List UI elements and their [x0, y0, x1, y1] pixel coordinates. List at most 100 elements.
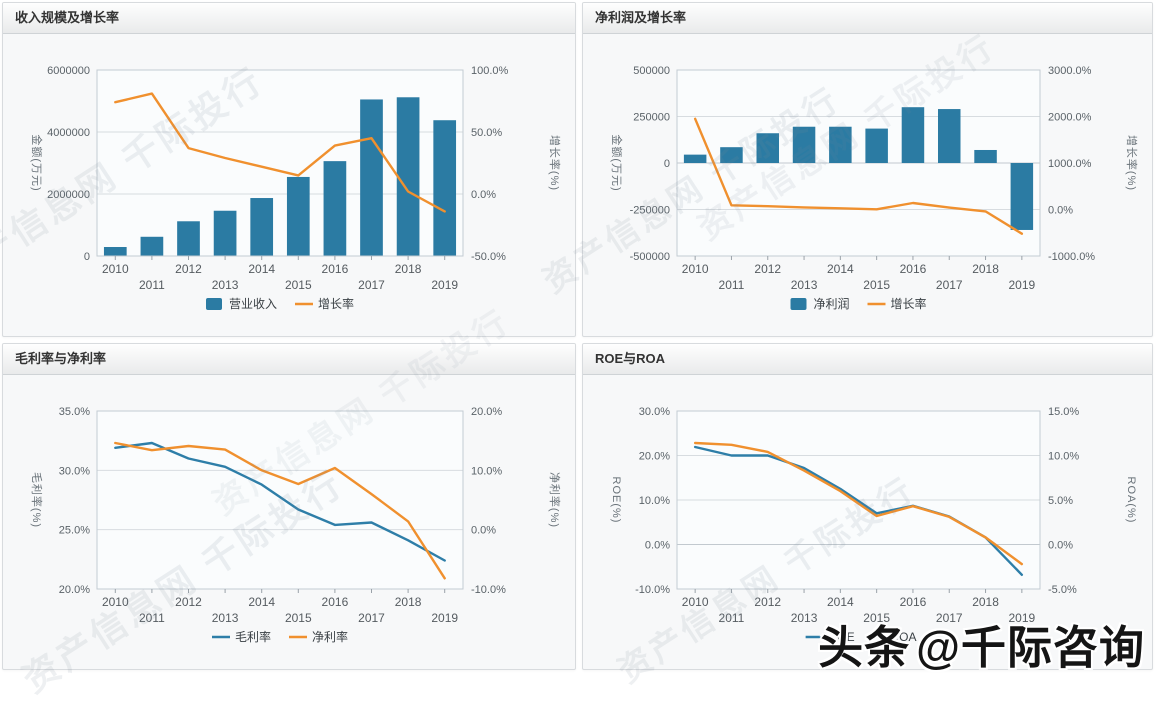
svg-text:250000: 250000: [633, 112, 670, 124]
svg-text:0.0%: 0.0%: [1048, 205, 1073, 217]
chart-canvas-roe-roa: -10.0% 0.0% 10.0% 20.0% 30.0% -5.0% 0.0% 5.0% 10…: [583, 375, 1152, 669]
svg-text:0.0%: 0.0%: [471, 525, 496, 537]
svg-text:2019: 2019: [431, 611, 458, 625]
svg-text:-500000: -500000: [630, 251, 670, 263]
svg-text:2011: 2011: [139, 278, 165, 292]
svg-text:营业收入: 营业收入: [229, 297, 277, 311]
left-axis: -10.0% 0.0% 10.0% 20.0% 30.0%: [635, 406, 670, 596]
left-axis-title: 毛利率(%): [30, 472, 44, 528]
svg-text:-5.0%: -5.0%: [1048, 584, 1077, 596]
svg-text:2010: 2010: [102, 595, 129, 609]
svg-text:2012: 2012: [175, 262, 202, 276]
svg-text:2017: 2017: [358, 278, 385, 292]
svg-text:2010: 2010: [682, 595, 709, 609]
svg-text:50.0%: 50.0%: [471, 127, 502, 139]
svg-text:2013: 2013: [212, 278, 239, 292]
svg-text:2019: 2019: [431, 278, 458, 292]
series-增长率: [114, 92, 446, 213]
svg-text:2016: 2016: [900, 595, 927, 609]
svg-text:-1000.0%: -1000.0%: [1048, 251, 1095, 263]
gridlines: [97, 469, 463, 531]
legend-item-毛利率[interactable]: 毛利率: [212, 629, 271, 644]
brand-prefix: 头条: [818, 622, 911, 673]
series-ROA: [693, 441, 1024, 566]
svg-text:10.0%: 10.0%: [471, 465, 502, 477]
svg-text:25.0%: 25.0%: [59, 525, 90, 537]
chart-canvas-margins: 20.0% 25.0% 30.0% 35.0% -10.0% 0.0% 10.0% 20.0%…: [3, 375, 575, 669]
chart-svg: -10.0% 0.0% 10.0% 20.0% 30.0% -5.0% 0.0% 5.0% 10…: [610, 406, 1137, 644]
svg-text:2016: 2016: [322, 262, 349, 276]
x-axis: 2010 2011 2012 2013 2014 2015 2016 2017 2018 2019: [682, 589, 1036, 625]
left-axis-title: ROE(%): [610, 477, 622, 524]
left-axis-title: 金额(万元): [30, 134, 44, 191]
series-营业收入: [103, 97, 457, 256]
svg-text:2011: 2011: [719, 278, 745, 292]
svg-text:3000.0%: 3000.0%: [1048, 65, 1092, 77]
svg-text:ROE: ROE: [829, 630, 855, 644]
legend: 毛利率 净利率: [212, 629, 348, 644]
panel-roe-roa: ROE与ROA -10.0% 0.0% 10.0% 20.0% 30.0% -5.0% 0.…: [582, 343, 1153, 670]
svg-text:2015: 2015: [863, 611, 890, 625]
legend: 净利润 增长率: [790, 296, 927, 311]
legend-item-ROA[interactable]: ROA: [867, 630, 917, 644]
x-axis: 2010 2011 2012 2013 2014 2015 2016 2017 2018 2019: [682, 256, 1036, 292]
svg-text:2015: 2015: [285, 278, 312, 292]
svg-text:20.0%: 20.0%: [639, 451, 670, 463]
svg-text:2015: 2015: [863, 278, 890, 292]
series-增长率: [693, 117, 1024, 235]
x-axis: 2010 2011 2012 2013 2014 2015 2016 2017 2018 2019: [102, 589, 458, 625]
svg-text:500000: 500000: [633, 65, 670, 77]
chart-title-roe-roa: ROE与ROA: [583, 344, 1152, 375]
svg-text:2016: 2016: [900, 262, 927, 276]
legend-item-增长率[interactable]: 增长率: [867, 296, 927, 311]
svg-text:2018: 2018: [972, 262, 999, 276]
svg-text:2017: 2017: [936, 278, 963, 292]
svg-text:2015: 2015: [285, 611, 312, 625]
svg-text:10.0%: 10.0%: [1048, 451, 1079, 463]
legend-item-ROE[interactable]: ROE: [805, 630, 855, 644]
series-毛利率: [114, 441, 446, 562]
right-axis-title: ROA(%): [1125, 477, 1137, 524]
svg-text:2010: 2010: [102, 262, 129, 276]
chart-canvas-revenue-growth: 0 2000000 4000000 6000000 -50.0% 0.0% 50.0% 100…: [3, 34, 575, 336]
svg-text:2014: 2014: [827, 595, 854, 609]
svg-text:2016: 2016: [322, 595, 349, 609]
chart-title-margins: 毛利率与净利率: [3, 344, 575, 375]
left-axis: -500000 -250000 0 250000 500000: [630, 65, 670, 263]
right-axis-title: 净利率(%): [548, 472, 562, 528]
svg-text:2013: 2013: [212, 611, 239, 625]
chart-title-net-profit-growth: 净利润及增长率: [583, 3, 1152, 34]
right-axis: -10.0% 0.0% 10.0% 20.0%: [471, 406, 506, 596]
left-axis: 0 2000000 4000000 6000000: [47, 65, 90, 263]
right-axis-title: 增长率(%): [548, 135, 562, 191]
svg-text:2014: 2014: [827, 262, 854, 276]
svg-text:2000000: 2000000: [47, 189, 90, 201]
svg-text:毛利率: 毛利率: [235, 629, 271, 644]
chart-svg: 20.0% 25.0% 30.0% 35.0% -10.0% 0.0% 10.0% 20.0%…: [30, 406, 562, 644]
svg-text:2019: 2019: [1008, 611, 1035, 625]
svg-text:2018: 2018: [395, 595, 422, 609]
svg-text:-10.0%: -10.0%: [471, 584, 506, 596]
svg-text:100.0%: 100.0%: [471, 65, 509, 77]
svg-text:2012: 2012: [754, 262, 781, 276]
dashboard-grid: 收入规模及增长率 0 2000000 4000000 6000000 -50.0% 0.0…: [2, 2, 1155, 670]
svg-text:0.0%: 0.0%: [645, 540, 670, 552]
svg-text:2014: 2014: [248, 262, 275, 276]
svg-text:-50.0%: -50.0%: [471, 251, 506, 263]
svg-text:2010: 2010: [682, 262, 709, 276]
legend-item-营业收入[interactable]: 营业收入: [206, 297, 277, 311]
legend-item-净利率[interactable]: 净利率: [289, 629, 348, 644]
right-axis-title: 增长率(%): [1125, 135, 1139, 191]
chart-canvas-net-profit-growth: -500000 -250000 0 250000 500000 -1000.0% 0.0% 1…: [583, 34, 1152, 336]
brand-handle: @千际咨询: [916, 622, 1145, 673]
legend-item-净利润[interactable]: 净利润: [790, 297, 850, 311]
svg-text:20.0%: 20.0%: [59, 584, 90, 596]
svg-text:0.0%: 0.0%: [1048, 540, 1073, 552]
svg-text:2013: 2013: [791, 278, 818, 292]
svg-text:6000000: 6000000: [47, 65, 90, 77]
legend-item-增长率[interactable]: 增长率: [295, 296, 354, 311]
toutiao-brand-watermark: 头条 @千际咨询: [818, 611, 1151, 676]
right-axis: -50.0% 0.0% 50.0% 100.0%: [471, 65, 509, 263]
panel-net-profit-growth: 净利润及增长率 -500000 -250000 0 250000 500000 -1000…: [582, 2, 1153, 337]
series-净利润: [683, 107, 1034, 230]
